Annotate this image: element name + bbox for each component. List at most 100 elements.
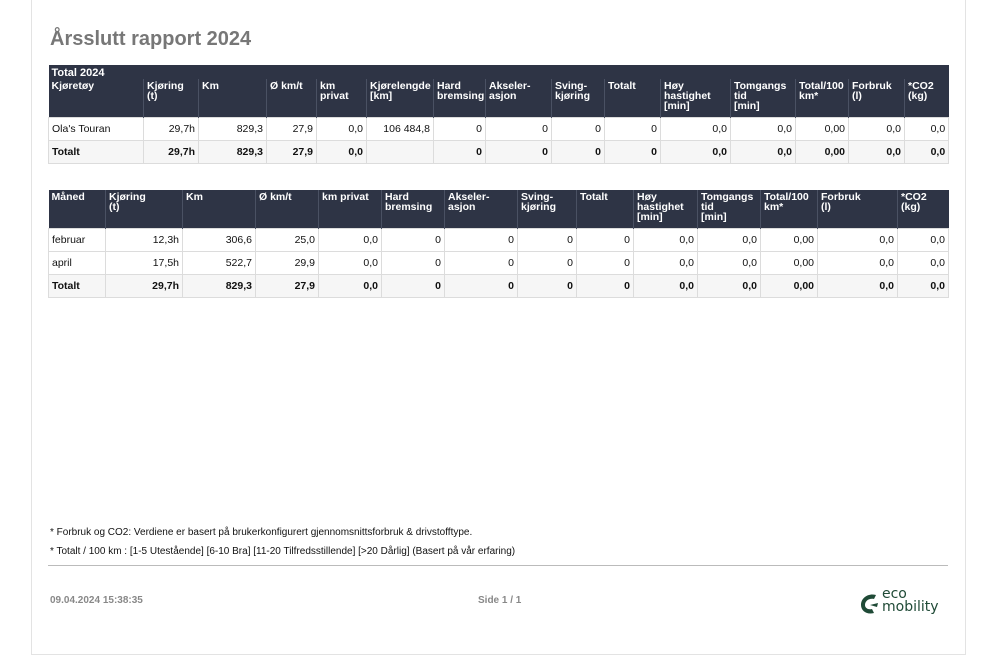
value-cell: 0,0 (318, 227, 382, 252)
footer-divider (48, 565, 948, 566)
column-header: Kjøring (t) (105, 190, 183, 228)
value-cell: 0,0 (848, 116, 905, 141)
value-cell: 0,0 (897, 250, 949, 275)
value-cell: 29,7h (143, 116, 199, 141)
column-header-label: Kjøring (t) (147, 80, 184, 102)
value-cell: 0,0 (633, 227, 698, 252)
column-header-label: Hard bremsing (385, 191, 433, 213)
column-header-label: Totalt (580, 191, 608, 203)
column-header: km privat (318, 190, 382, 228)
value-cell: 0 (551, 139, 605, 164)
value-cell: 0,0 (848, 139, 905, 164)
total-row: Totalt 29,7h 829,3 27,9 0,0 0 0 0 0 0,0 0,0 0,00 0,0… (48, 139, 950, 164)
column-header-label: Total/100 km* (799, 80, 844, 102)
column-header-label: Sving- kjøring (555, 80, 591, 102)
column-header: Akseler- asjon (485, 79, 552, 117)
value-cell: 0,0 (660, 116, 731, 141)
column-header: Total/100 km* (760, 190, 818, 228)
value-cell: 0 (433, 139, 486, 164)
row-label-cell: Ola's Touran (48, 116, 144, 141)
total-row: Totalt 29,7h 829,3 27,9 0,0 0 0 0 0 0,0 0,0 0,00 0,0… (48, 273, 949, 298)
vehicle-summary-table: Total 2024 Kjøretøy Kjøring (t) Km Ø km/t km… (48, 65, 950, 164)
value-cell: 0,0 (897, 273, 949, 298)
column-header-label: Totalt (608, 80, 636, 92)
column-header-label: Kjørelengde [km] (370, 80, 431, 102)
value-cell: 0,00 (795, 139, 849, 164)
value-cell: 0 (381, 227, 445, 252)
eco-mobility-logo: eco mobility (858, 586, 950, 620)
column-header: Forbruk (l) (848, 79, 905, 117)
value-cell: 0 (576, 227, 634, 252)
column-header: Total/100 km* (795, 79, 849, 117)
column-header: km privat (316, 79, 367, 117)
value-cell: 0 (433, 116, 486, 141)
value-cell: 25,0 (255, 227, 319, 252)
value-cell: 0,0 (697, 273, 761, 298)
column-header-label: Km (186, 191, 203, 203)
footnote-score-scale: * Totalt / 100 km : [1-5 Utestående] [6-… (50, 546, 516, 557)
value-cell: 0 (576, 250, 634, 275)
table-caption: Total 2024 (48, 65, 949, 79)
column-header: Km (182, 190, 256, 228)
value-cell: 0,0 (660, 139, 731, 164)
value-cell: 29,7h (143, 139, 199, 164)
value-cell (366, 139, 434, 164)
column-header: Akseler- asjon (444, 190, 518, 228)
column-header-label: Akseler- asjon (489, 80, 531, 102)
value-cell: 0 (444, 273, 518, 298)
logo-text-mobility: mobility (882, 599, 939, 615)
value-cell: 29,9 (255, 250, 319, 275)
column-header-label: Forbruk (l) (821, 191, 861, 213)
value-cell: 829,3 (182, 273, 256, 298)
value-cell: 12,3h (105, 227, 183, 252)
column-header-label: Ø km/t (259, 191, 292, 203)
value-cell: 0,00 (795, 116, 849, 141)
value-cell: 0 (381, 273, 445, 298)
column-header: Km (198, 79, 267, 117)
value-cell: 0,0 (903, 139, 950, 164)
footnote-consumption: * Forbruk og CO2: Verdiene er basert på … (50, 527, 473, 538)
value-cell: 0,0 (817, 227, 898, 252)
column-header: Kjøretøy (48, 79, 144, 117)
value-cell: 0 (444, 227, 518, 252)
value-cell: 27,9 (266, 116, 317, 141)
value-cell: 0,00 (760, 227, 818, 252)
column-header-label: Akseler- asjon (448, 191, 490, 213)
column-header: Kjørelengde [km] (366, 79, 434, 117)
row-label-cell: februar (48, 227, 106, 252)
value-cell: 17,5h (105, 250, 183, 275)
table-row: april 17,5h 522,7 29,9 0,0 0 0 0 0 0,0 0,0 0,00 0,0 0… (48, 250, 949, 275)
eco-leaf-icon (861, 594, 878, 614)
column-header-label: Hard bremsing (437, 80, 485, 102)
column-header-label: km privat (322, 191, 369, 203)
value-cell: 0,00 (760, 273, 818, 298)
value-cell: 106 484,8 (366, 116, 434, 141)
value-cell: 0 (517, 273, 577, 298)
value-cell: 0 (551, 116, 605, 141)
value-cell: 27,9 (255, 273, 319, 298)
footer-page-number: Side 1 / 1 (478, 595, 522, 606)
value-cell: 0,0 (633, 250, 698, 275)
value-cell: 0,0 (817, 273, 898, 298)
value-cell: 0 (485, 139, 552, 164)
table-header-row: Kjøretøy Kjøring (t) Km Ø km/t km privat Kjør… (48, 79, 949, 117)
value-cell: 0,0 (316, 116, 367, 141)
value-cell: 0 (604, 139, 661, 164)
value-cell: 0,0 (318, 273, 382, 298)
column-header-label: Høy hastighet [min] (664, 80, 711, 112)
value-cell: 0 (576, 273, 634, 298)
report-title: Årsslutt rapport 2024 (50, 28, 252, 50)
column-header: Sving- kjøring (551, 79, 605, 117)
value-cell: 0,0 (730, 139, 796, 164)
value-cell: 0 (444, 250, 518, 275)
table-row: februar 12,3h 306,6 25,0 0,0 0 0 0 0 0,0 0,0 0,00 0,… (48, 227, 949, 252)
column-header: Forbruk (l) (817, 190, 898, 228)
value-cell: 0 (485, 116, 552, 141)
row-label-cell: Totalt (48, 139, 144, 164)
value-cell: 306,6 (182, 227, 256, 252)
column-header-label: Kjøretøy (51, 80, 95, 92)
value-cell: 0,0 (903, 116, 950, 141)
value-cell: 0,0 (697, 250, 761, 275)
value-cell: 522,7 (182, 250, 256, 275)
value-cell: 0,0 (697, 227, 761, 252)
